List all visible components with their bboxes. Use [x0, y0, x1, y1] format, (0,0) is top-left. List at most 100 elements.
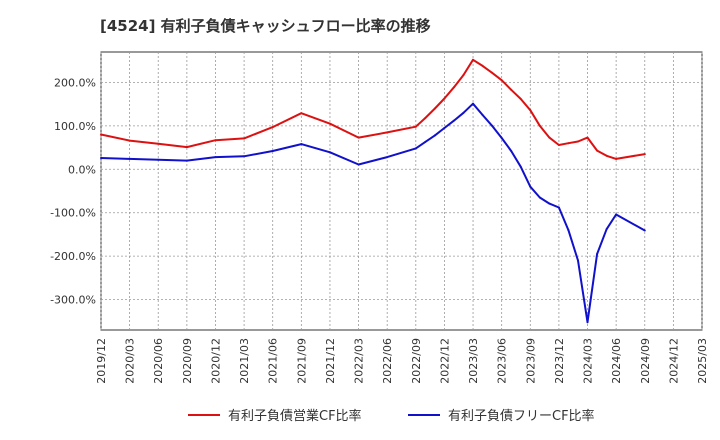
- data-point: [453, 86, 455, 89]
- data-point: [500, 79, 503, 82]
- data-point: [605, 228, 608, 231]
- data-point: [481, 64, 484, 67]
- plot-frame: [100, 51, 703, 331]
- data-point: [472, 102, 474, 105]
- x-tick-label: 2021/09: [295, 338, 308, 384]
- data-point: [100, 157, 102, 159]
- data-point: [462, 111, 465, 114]
- data-point: [548, 202, 551, 205]
- x-tick-label: 2022/03: [353, 338, 366, 384]
- x-tick-label: 2024/12: [667, 338, 680, 384]
- data-point: [615, 157, 618, 160]
- legend-label-2: 有利子負債フリーCF比率: [448, 408, 595, 424]
- data-point: [643, 229, 646, 232]
- x-axis-ticks: 2019/12 2020/03 2020/06 2020/09 2020/12 2021/…: [95, 338, 709, 384]
- data-point: [443, 97, 446, 100]
- data-point: [557, 144, 560, 146]
- series-line-2: [100, 102, 646, 324]
- data-point: [557, 206, 560, 209]
- y-tick-label: -300.0%: [50, 294, 96, 307]
- x-tick-label: 2021/06: [267, 338, 280, 384]
- data-point: [462, 74, 465, 76]
- data-point: [243, 137, 246, 140]
- x-tick-label: 2023/12: [553, 338, 566, 384]
- data-point: [185, 159, 188, 162]
- x-tick-label: 2025/03: [696, 338, 709, 384]
- data-point: [357, 136, 360, 139]
- data-point: [472, 58, 474, 61]
- data-point: [329, 122, 331, 125]
- legend: 有利子負債営業CF比率 有利子負債フリーCF比率: [188, 408, 595, 424]
- data-point: [615, 213, 618, 216]
- y-tick-label: -200.0%: [50, 250, 96, 263]
- data-point: [548, 136, 551, 139]
- series-line-1: [100, 58, 645, 160]
- y-tick-label: 200.0%: [54, 76, 96, 89]
- x-tick-label: 2024/03: [582, 338, 595, 384]
- y-tick-label: 0.0%: [68, 163, 96, 176]
- data-point: [100, 133, 102, 136]
- x-tick-label: 2020/09: [181, 338, 194, 384]
- data-point: [577, 140, 579, 143]
- data-point: [157, 158, 160, 161]
- x-tick-label: 2021/12: [324, 338, 337, 384]
- data-point: [414, 125, 417, 128]
- x-tick-label: 2023/03: [467, 338, 480, 384]
- data-point: [605, 154, 608, 157]
- data-point: [424, 140, 427, 143]
- x-tick-label: 2019/12: [95, 338, 108, 384]
- x-tick-label: 2020/03: [124, 338, 137, 384]
- data-point: [157, 142, 160, 145]
- grid: [100, 52, 703, 330]
- x-tick-label: 2022/12: [438, 338, 451, 384]
- chart-title: [4524] 有利子負債キャッシュフロー比率の推移: [100, 17, 431, 35]
- data-point: [386, 131, 389, 134]
- data-point: [586, 321, 589, 324]
- data-point: [214, 156, 217, 159]
- data-point: [491, 71, 494, 74]
- x-tick-label: 2024/06: [610, 338, 623, 384]
- data-point: [510, 88, 513, 91]
- x-tick-label: 2023/09: [524, 338, 537, 384]
- data-point: [329, 151, 331, 154]
- data-point: [414, 147, 417, 150]
- data-point: [510, 150, 513, 152]
- data-point: [243, 155, 246, 158]
- data-point: [424, 117, 427, 119]
- data-point: [519, 97, 522, 100]
- data-point: [538, 124, 541, 127]
- data-point: [128, 139, 131, 142]
- data-point: [519, 165, 522, 168]
- data-point: [567, 142, 570, 145]
- data-point: [300, 143, 303, 146]
- data-point: [443, 127, 446, 129]
- data-point: [596, 149, 599, 152]
- legend-label-1: 有利子負債営業CF比率: [228, 408, 362, 424]
- data-point: [529, 109, 532, 112]
- data-point: [643, 153, 646, 156]
- series-lines: [100, 58, 646, 324]
- data-point: [596, 253, 599, 255]
- y-tick-label: 100.0%: [54, 120, 96, 133]
- x-tick-label: 2022/06: [381, 338, 394, 384]
- data-point: [386, 156, 389, 159]
- data-point: [586, 136, 589, 139]
- data-point: [577, 259, 579, 262]
- data-point: [128, 157, 131, 160]
- data-point: [214, 139, 217, 142]
- data-point: [185, 146, 188, 149]
- data-point: [300, 112, 303, 115]
- x-tick-label: 2022/09: [410, 338, 423, 384]
- x-tick-label: 2021/03: [238, 338, 251, 384]
- data-point: [357, 163, 360, 166]
- data-point: [538, 196, 541, 199]
- data-point: [271, 150, 274, 152]
- x-tick-label: 2020/12: [209, 338, 222, 384]
- x-tick-label: 2024/09: [639, 338, 652, 384]
- data-point: [529, 185, 532, 188]
- plot-area: 200.0% 100.0% 0.0% -100.0% -200.0% -300.0% 20…: [50, 51, 709, 384]
- data-point: [500, 137, 503, 139]
- data-point: [271, 126, 274, 129]
- data-point: [567, 229, 570, 232]
